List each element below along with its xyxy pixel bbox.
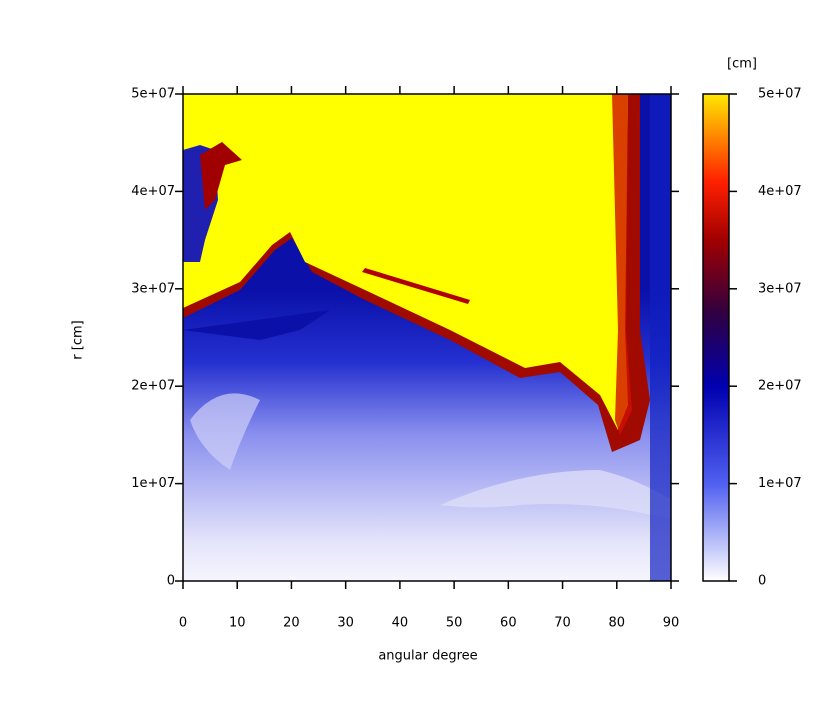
colorbar-tick-label: 2e+07 <box>758 379 802 394</box>
x-tick-label: 30 <box>337 616 354 631</box>
heatmap-field <box>183 94 671 581</box>
x-tick-label: 70 <box>554 616 571 631</box>
colorbar-tick-label: 3e+07 <box>758 281 802 296</box>
y-tick-label: 0 <box>167 574 175 589</box>
x-tick-label: 80 <box>609 616 626 631</box>
x-tick-label: 50 <box>446 616 463 631</box>
x-axis-label: angular degree <box>378 649 477 664</box>
y-tick-label: 3e+07 <box>131 281 175 296</box>
x-tick-label: 60 <box>500 616 517 631</box>
colorbar-label: [cm] <box>727 57 757 72</box>
colorbar-tick-label: 4e+07 <box>758 184 802 199</box>
x-tick-label: 90 <box>663 616 680 631</box>
x-tick-label: 20 <box>283 616 300 631</box>
colorbar <box>702 93 730 582</box>
y-tick-label: 2e+07 <box>131 379 175 394</box>
y-axis-label: r [cm] <box>71 320 86 359</box>
y-tick-label: 4e+07 <box>131 184 175 199</box>
colorbar-tick-label: 0 <box>758 574 766 589</box>
x-tick-label: 10 <box>229 616 246 631</box>
x-tick-label: 0 <box>179 616 187 631</box>
plot-frame <box>182 93 672 582</box>
colorbar-tick-label: 5e+07 <box>758 87 802 102</box>
y-tick-label: 1e+07 <box>131 476 175 491</box>
colorbar-tick-label: 1e+07 <box>758 476 802 491</box>
x-tick-label: 40 <box>392 616 409 631</box>
y-tick-label: 5e+07 <box>131 87 175 102</box>
